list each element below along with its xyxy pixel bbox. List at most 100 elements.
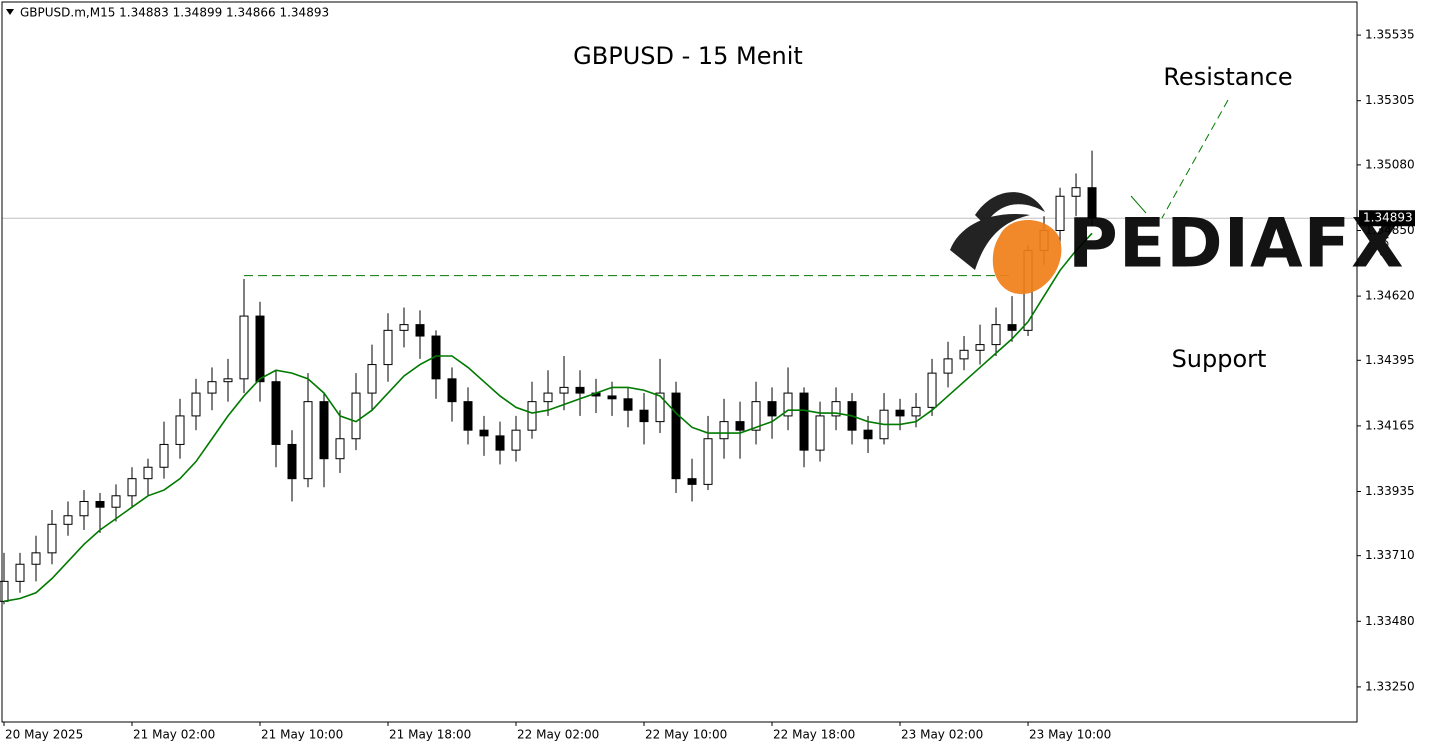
watermark-text: PEDIAFX — [1068, 205, 1405, 284]
candle-body — [559, 386, 569, 394]
candle-body — [991, 324, 1001, 346]
candle-body — [831, 401, 841, 417]
candle-body — [511, 429, 521, 451]
candle-body — [895, 409, 905, 417]
candle-body — [287, 443, 297, 480]
header-arrow — [6, 9, 14, 15]
candle-body — [719, 421, 729, 440]
price-label: 1.34893 — [1363, 211, 1413, 225]
candle-body — [319, 401, 329, 460]
y-tick-label: 1.33250 — [1365, 679, 1415, 693]
y-tick-label: 1.34395 — [1365, 353, 1415, 367]
candle-body — [1055, 195, 1065, 231]
y-tick-label: 1.34165 — [1365, 418, 1415, 432]
candle-body — [95, 500, 105, 508]
candle-body — [399, 324, 409, 331]
candle-body — [303, 401, 313, 480]
candle-body — [79, 500, 89, 517]
logo-hat — [975, 192, 1045, 225]
x-tick-label: 23 May 10:00 — [1029, 728, 1111, 742]
candle-body — [207, 381, 217, 394]
chart-title: GBPUSD - 15 Menit — [573, 42, 803, 70]
candle-body — [463, 401, 473, 431]
y-tick-label: 1.33480 — [1365, 614, 1415, 628]
plot-frame — [1, 1, 1358, 723]
candle-body — [383, 329, 393, 366]
candle-body — [1071, 187, 1081, 197]
candle-body — [671, 392, 681, 480]
candle-body — [1007, 324, 1017, 331]
plot-layer: 1.35535 1.35305 1.35080 1.34850 1.34620 1.343… — [0, 28, 1415, 742]
candle-body — [783, 392, 793, 417]
candle-body — [767, 401, 777, 417]
x-tick-label: 21 May 18:00 — [389, 728, 471, 742]
x-tick-label: 22 May 10:00 — [645, 728, 727, 742]
candle-body — [687, 478, 697, 485]
candle-body — [575, 386, 585, 394]
candle-body — [943, 358, 953, 374]
candle-body — [239, 315, 249, 380]
candle-body — [31, 552, 41, 565]
x-tick-label: 22 May 18:00 — [773, 728, 855, 742]
candle-body — [15, 563, 25, 582]
candle-body — [271, 381, 281, 445]
y-tick-label: 1.34620 — [1365, 289, 1415, 303]
candle-body — [623, 398, 633, 411]
header: GBPUSD.m,M15 1.34883 1.34899 1.34866 1.3… — [20, 6, 329, 20]
candle-body — [47, 523, 57, 554]
candle-body — [639, 409, 649, 423]
candle-body — [703, 438, 713, 485]
candle-body — [415, 324, 425, 337]
candle-body — [495, 435, 505, 451]
annotation: Support — [1172, 345, 1267, 373]
candle-body — [607, 395, 617, 400]
y-tick-label: 1.33710 — [1365, 548, 1415, 562]
annotation: Resistance — [1163, 63, 1292, 91]
candle-body — [927, 372, 937, 408]
candle-body — [255, 315, 265, 383]
logo-mark — [992, 220, 1062, 295]
y-tick-label: 1.34850 — [1365, 223, 1415, 237]
candle-body — [367, 364, 377, 394]
candle-body — [735, 421, 745, 431]
candle-body — [479, 429, 489, 437]
candle-body — [959, 349, 969, 360]
watermark-logo: PEDIAFX .COM — [950, 192, 1405, 295]
candle-body — [127, 478, 137, 497]
candle-body — [335, 438, 345, 460]
candle-body — [527, 401, 537, 431]
annotation-pointer — [1161, 99, 1229, 219]
y-tick-label: 1.35305 — [1365, 93, 1415, 107]
annotation-pointer — [1130, 195, 1147, 214]
candle-body — [1087, 187, 1097, 219]
candle-body — [111, 495, 121, 508]
x-tick-label: 20 May 2025 — [5, 728, 83, 742]
y-tick-label: 1.35080 — [1365, 157, 1415, 171]
candle-body — [351, 392, 361, 440]
candle-body — [863, 429, 873, 440]
candle-body — [223, 378, 233, 383]
candle-body — [175, 415, 185, 445]
x-tick-label: 21 May 10:00 — [261, 728, 343, 742]
candle-body — [0, 580, 9, 602]
y-tick-label: 1.33935 — [1365, 484, 1415, 498]
candle-body — [751, 401, 761, 431]
candle-body — [159, 443, 169, 468]
candle-body — [191, 392, 201, 417]
x-tick-label: 22 May 02:00 — [517, 728, 599, 742]
candle-body — [815, 415, 825, 451]
candle-body — [911, 406, 921, 417]
logo-swoosh — [950, 214, 1030, 270]
candle-body — [543, 392, 553, 403]
moving-average — [3, 232, 1093, 603]
y-tick-label: 1.35535 — [1365, 28, 1415, 42]
candle-body — [63, 515, 73, 525]
candle-body — [655, 392, 665, 423]
candle-body — [799, 392, 809, 451]
x-tick-label: 21 May 02:00 — [133, 728, 215, 742]
candle-body — [975, 344, 985, 351]
watermark-suffix: .COM — [1378, 229, 1392, 261]
candle-body — [447, 378, 457, 403]
